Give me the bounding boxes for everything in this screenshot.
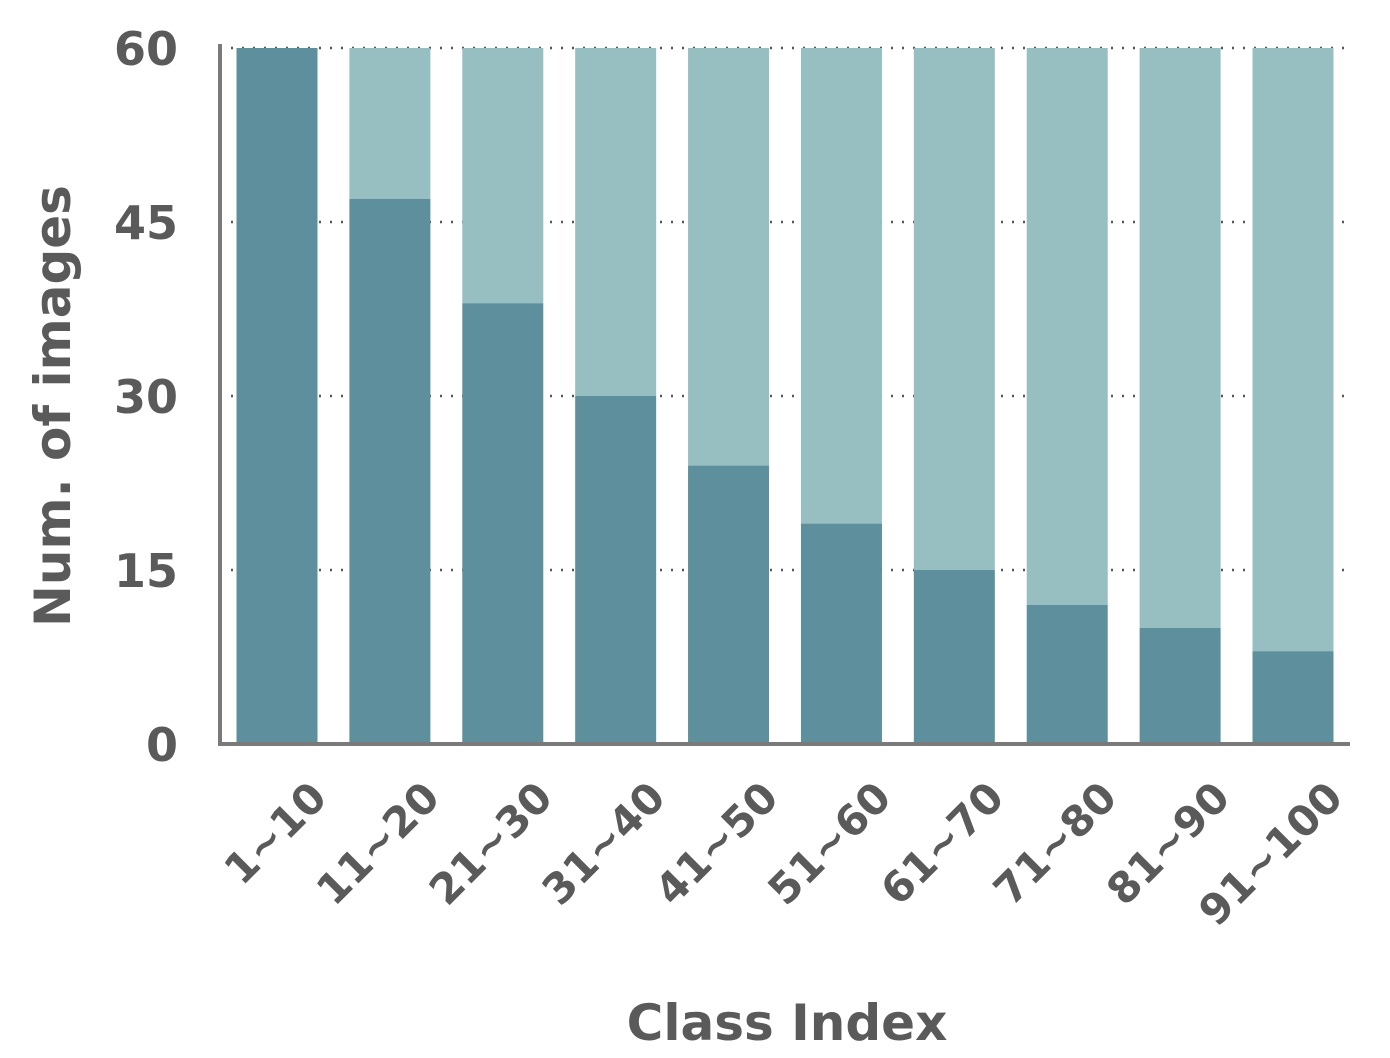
bar-images-1~10: [236, 48, 318, 744]
bar-images-41~50: [688, 465, 770, 744]
bar-images-81~90: [1139, 628, 1221, 744]
bar-images-31~40: [575, 396, 657, 744]
y-tick-label: 30: [114, 370, 178, 424]
bar-remaining-51~60: [800, 48, 882, 524]
x-tick-label: 21~30: [420, 772, 562, 914]
y-tick-labels: 0 15 30 45 60: [114, 22, 178, 772]
bar-remaining-61~70: [913, 48, 995, 570]
bar-remaining-31~40: [575, 48, 657, 396]
bar-remaining-81~90: [1139, 48, 1221, 628]
x-tick-label: 11~20: [307, 772, 449, 914]
bar-images-21~30: [462, 303, 544, 744]
x-axis-title: Class Index: [627, 994, 948, 1052]
bar-remaining-21~30: [462, 48, 544, 304]
bar-remaining-41~50: [688, 48, 770, 466]
bar-remaining-11~20: [349, 48, 431, 199]
bar-images-11~20: [349, 198, 431, 745]
x-tick-labels: 1~1011~2021~3031~4041~5051~6061~7071~808…: [215, 772, 1353, 935]
y-tick-label: 45: [114, 196, 178, 250]
y-axis-title: Num. of images: [24, 185, 82, 627]
x-tick-label: 61~70: [871, 772, 1013, 914]
x-tick-label: 51~60: [758, 772, 900, 914]
x-tick-label: 31~40: [533, 772, 675, 914]
y-tick-label: 60: [114, 22, 178, 76]
bars: [236, 48, 1334, 745]
bar-images-91~100: [1252, 651, 1334, 744]
y-tick-label: 0: [146, 718, 178, 772]
bar-images-51~60: [800, 523, 882, 744]
x-tick-label: 71~80: [984, 772, 1126, 914]
x-tick-label: 41~50: [645, 772, 787, 914]
bar-remaining-71~80: [1026, 48, 1108, 605]
axes: [218, 44, 1350, 746]
bar-remaining-91~100: [1252, 48, 1334, 652]
bar-images-71~80: [1026, 604, 1108, 744]
bar-images-61~70: [913, 570, 995, 744]
y-tick-label: 15: [114, 544, 178, 598]
